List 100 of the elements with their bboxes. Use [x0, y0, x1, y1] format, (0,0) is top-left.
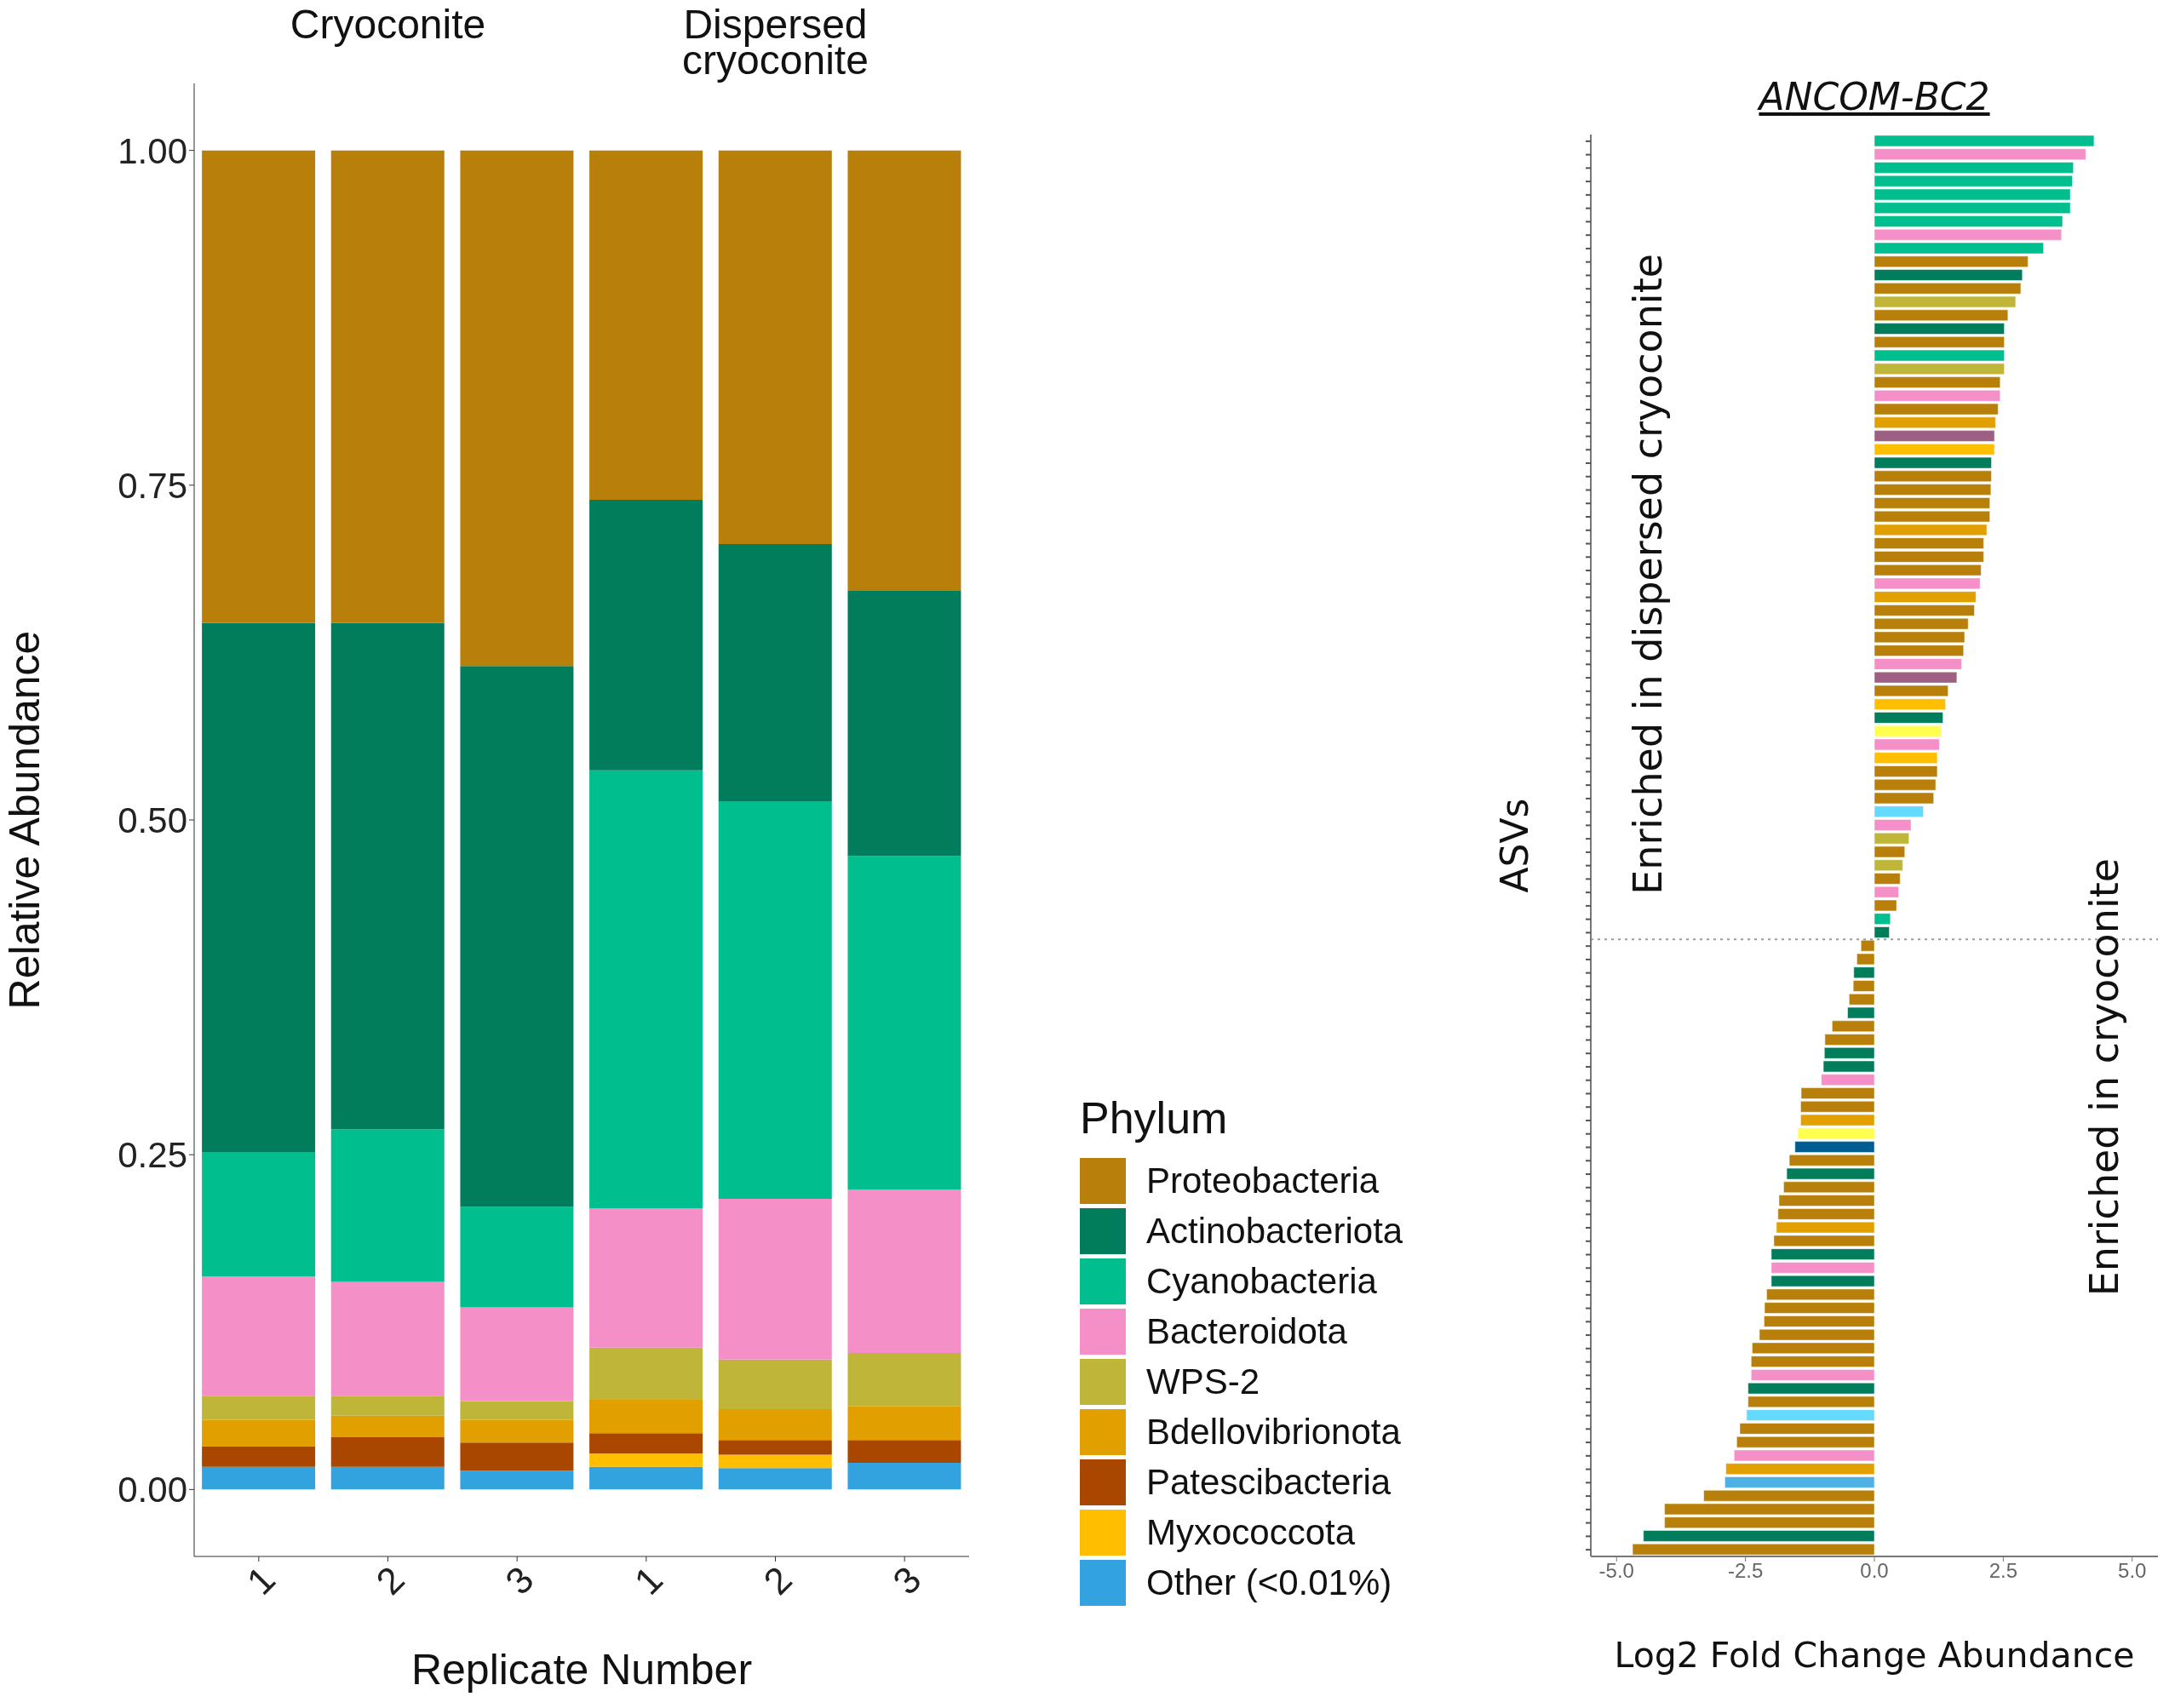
bar	[718, 800, 832, 1200]
bar	[460, 1401, 574, 1420]
bar	[330, 1129, 445, 1282]
bar	[330, 1396, 445, 1416]
bar	[1874, 537, 1984, 549]
bar	[589, 1433, 703, 1453]
x-tick-label: 2	[755, 1557, 800, 1602]
bar	[1874, 873, 1901, 885]
bar	[847, 591, 961, 857]
bar	[589, 1399, 703, 1434]
bar	[1874, 658, 1962, 670]
bar	[1874, 269, 2023, 281]
y-tick-label: 1.00	[118, 130, 187, 171]
bar	[1794, 1141, 1875, 1153]
bar	[1874, 591, 1977, 603]
bar	[460, 150, 574, 667]
bar	[1874, 484, 1992, 496]
bar	[202, 1276, 316, 1396]
bar	[1874, 819, 1912, 831]
y-tick-label: 0.50	[118, 800, 187, 840]
legend-label: Patescibacteria	[1146, 1461, 1392, 1503]
bar	[1632, 1544, 1875, 1556]
bar	[202, 622, 316, 1153]
bar	[589, 150, 703, 501]
x-tick-label: 1	[626, 1557, 671, 1602]
bar	[460, 1419, 574, 1443]
text: Dispersed cryoconite	[681, 2, 869, 83]
x-tick-label: 2.5	[1988, 1559, 2018, 1583]
bar	[1778, 1195, 1875, 1206]
bar	[330, 150, 445, 623]
bar	[1751, 1356, 1875, 1367]
bar	[202, 1419, 316, 1447]
bar	[460, 1307, 574, 1401]
bar	[1874, 765, 1938, 777]
bar	[1874, 605, 1975, 616]
bar	[1751, 1369, 1875, 1381]
bar	[1874, 645, 1964, 656]
bar	[589, 1466, 703, 1490]
x-tick-label: -5.0	[1598, 1559, 1634, 1583]
legend-label: Myxococcota	[1146, 1511, 1356, 1553]
bar	[1764, 1302, 1875, 1314]
bar	[460, 1206, 574, 1308]
bar	[460, 1470, 574, 1490]
x-axis-title: Log2 Fold Change Abundance	[1614, 1635, 2135, 1676]
chart-title: ANCOM-BC2	[1756, 75, 1991, 118]
y-axis-title: ASVs	[1492, 798, 1536, 893]
bar	[202, 1447, 316, 1467]
bar	[718, 150, 832, 545]
legend-label: Actinobacteriota	[1146, 1210, 1403, 1252]
y-tick-label: 0.25	[118, 1135, 187, 1176]
bar	[202, 1466, 316, 1490]
bar	[202, 1152, 316, 1277]
bar	[718, 1409, 832, 1441]
bar	[847, 1406, 961, 1441]
bar	[847, 150, 961, 592]
bar	[589, 770, 703, 1209]
text: Cryoconite	[289, 2, 487, 47]
bar	[1770, 1262, 1875, 1274]
x-tick-label: 5.0	[2118, 1559, 2147, 1583]
bar	[718, 1468, 832, 1490]
bar	[1770, 1248, 1875, 1260]
x-tick-label: 1	[238, 1557, 284, 1602]
bar	[1874, 376, 2000, 388]
legend-title: Phylum	[1080, 1092, 1229, 1143]
bar	[1874, 551, 1984, 563]
bar	[202, 1396, 316, 1420]
y-axis-title: Relative Abundance	[0, 630, 49, 1010]
legend-label: Cyanobacteria	[1146, 1260, 1377, 1302]
bar	[460, 1442, 574, 1471]
bar	[589, 1208, 703, 1348]
legend-label: Bacteroidota	[1146, 1310, 1347, 1352]
bar	[847, 1352, 961, 1407]
bar	[718, 1440, 832, 1455]
bar	[718, 1454, 832, 1469]
bar	[589, 1347, 703, 1400]
bar	[1824, 1034, 1875, 1046]
bar	[1852, 980, 1875, 992]
bar	[460, 666, 574, 1207]
annotation: Enriched in cryoconite	[2081, 858, 2127, 1297]
y-tick-label: 0.75	[118, 465, 187, 506]
bar	[1725, 1476, 1875, 1488]
bar	[718, 1199, 832, 1360]
bar	[718, 544, 832, 801]
legend-label: WPS-2	[1146, 1361, 1260, 1402]
bar	[847, 1462, 961, 1490]
bar	[718, 1359, 832, 1409]
bar	[1874, 162, 2074, 174]
bar	[330, 1437, 445, 1467]
bar	[847, 1440, 961, 1463]
y-tick-label: 0.00	[118, 1470, 187, 1510]
x-tick-label: -2.5	[1727, 1559, 1764, 1583]
bar	[1739, 1423, 1875, 1435]
bar	[1874, 215, 2063, 227]
bar	[589, 500, 703, 771]
bar	[589, 1453, 703, 1467]
bar	[202, 150, 316, 623]
bar	[330, 1415, 445, 1438]
bar	[847, 1189, 961, 1353]
x-tick-label: 0.0	[1860, 1559, 1889, 1583]
bar	[1800, 1087, 1875, 1099]
